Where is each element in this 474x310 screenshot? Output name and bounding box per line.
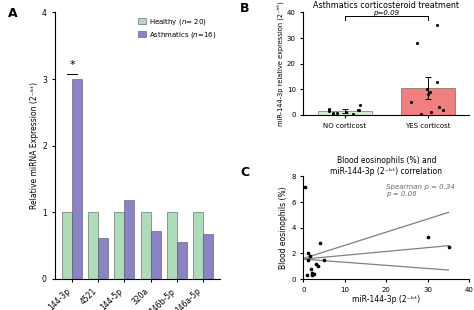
Point — [342, 110, 350, 115]
Bar — [141, 212, 151, 279]
Bar — [98, 238, 108, 279]
Point — [310, 271, 318, 276]
Point — [355, 107, 362, 112]
Point — [433, 23, 440, 28]
Bar — [114, 212, 124, 279]
Point — [333, 110, 341, 115]
Point — [445, 245, 452, 250]
Point — [439, 107, 447, 112]
Point — [307, 266, 315, 271]
Point — [314, 264, 322, 269]
Point — [306, 254, 313, 259]
Point — [320, 257, 328, 262]
Text: p=0.09: p=0.09 — [373, 10, 400, 16]
Bar — [318, 111, 372, 115]
Y-axis label: miR-144-3p relative expression (2⁻ᴵᶜᵗ): miR-144-3p relative expression (2⁻ᴵᶜᵗ) — [276, 1, 284, 126]
Bar — [124, 200, 134, 279]
Text: C: C — [240, 166, 249, 179]
Bar — [151, 231, 161, 279]
Bar — [167, 212, 177, 279]
Point — [301, 184, 309, 189]
Point — [304, 257, 312, 262]
Point — [308, 270, 315, 275]
Point — [316, 241, 324, 246]
Point — [426, 89, 433, 94]
Point — [329, 112, 337, 117]
Legend: Healthy ($n$= 20), Asthmatics ($n$=16): Healthy ($n$= 20), Asthmatics ($n$=16) — [135, 14, 219, 43]
Bar — [193, 212, 203, 279]
Point — [425, 92, 432, 97]
Point — [329, 111, 337, 116]
Text: A: A — [8, 7, 18, 20]
Point — [326, 107, 333, 112]
Text: *: * — [69, 60, 75, 70]
Point — [325, 108, 333, 113]
Bar — [401, 88, 455, 115]
Bar — [177, 242, 187, 279]
Point — [304, 251, 311, 256]
Point — [355, 108, 363, 113]
Title: Asthmatics corticosteroid treatment: Asthmatics corticosteroid treatment — [313, 1, 459, 10]
Y-axis label: Blood eosinophils (%): Blood eosinophils (%) — [280, 186, 289, 269]
Bar — [203, 234, 213, 279]
X-axis label: miR-144-3p (2⁻ᴵᶜᵗ): miR-144-3p (2⁻ᴵᶜᵗ) — [352, 295, 420, 304]
Y-axis label: Relative miRNA Expression (2⁻ᴵᶜᵗ): Relative miRNA Expression (2⁻ᴵᶜᵗ) — [30, 82, 39, 209]
Text: B: B — [240, 2, 250, 15]
Point — [309, 273, 316, 278]
Point — [417, 111, 424, 116]
Bar — [62, 212, 72, 279]
Bar — [72, 79, 82, 279]
Point — [356, 102, 364, 107]
Text: Spearman ρ = 0.34
p = 0.06: Spearman ρ = 0.34 p = 0.06 — [386, 184, 455, 197]
Point — [433, 79, 440, 84]
Point — [428, 110, 435, 115]
Bar — [88, 212, 98, 279]
Point — [303, 273, 310, 278]
Point — [349, 111, 356, 116]
Point — [423, 87, 431, 92]
Point — [408, 100, 415, 104]
Point — [436, 105, 443, 110]
Point — [312, 261, 319, 266]
Point — [424, 234, 431, 239]
Point — [413, 41, 420, 46]
Title: Blood eosinophils (%) and
miR-144-3p (2⁻ᴵᶜᵗ) correlation: Blood eosinophils (%) and miR-144-3p (2⁻… — [330, 156, 442, 176]
